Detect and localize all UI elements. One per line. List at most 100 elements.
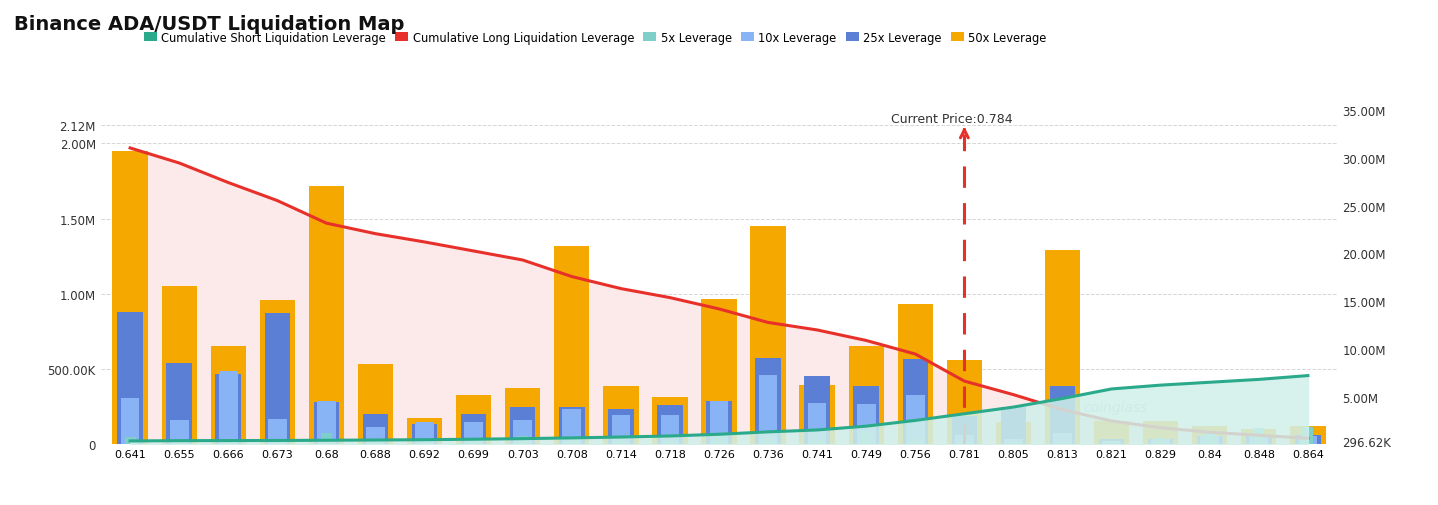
Bar [219,371,237,444]
Bar [848,346,884,444]
Bar [174,442,184,444]
Bar [1247,436,1271,444]
Bar [1205,432,1215,444]
Bar [952,416,978,444]
Bar [370,442,381,444]
Bar [759,375,778,444]
Bar [309,186,344,444]
Bar [903,359,928,444]
Bar [1303,427,1313,444]
Bar [660,415,679,444]
Bar [959,442,969,444]
Bar [407,418,443,444]
Bar [112,152,148,444]
Bar [510,408,535,444]
Bar [615,439,627,444]
Bar [1106,441,1117,444]
Bar [657,406,683,444]
Bar [170,420,188,444]
Bar [464,423,483,444]
Bar [1001,407,1027,444]
Bar [1296,435,1320,444]
Bar [562,409,581,444]
Bar [125,437,135,444]
Text: coinglass: coinglass [1084,400,1148,414]
Bar [906,395,925,444]
Bar [751,227,785,444]
Bar [167,363,191,444]
Bar [1099,439,1125,444]
Bar [460,415,486,444]
Bar [713,436,725,444]
Bar [804,376,830,444]
Bar [603,387,638,444]
Bar [505,388,541,444]
Bar [469,438,479,444]
Bar [910,439,920,444]
Bar [861,434,871,444]
Bar [210,347,246,444]
Bar [456,395,492,444]
Bar [1250,437,1268,444]
Bar [664,441,676,444]
Bar [1057,442,1068,444]
Bar [1008,442,1020,444]
Bar [611,415,630,444]
Bar [313,402,339,444]
Bar [411,424,437,444]
Bar [567,440,577,444]
Bar [161,287,197,444]
Bar [706,401,732,444]
Bar [1192,426,1228,444]
Bar [265,314,290,444]
Bar [762,439,774,444]
Legend: Cumulative Short Liquidation Leverage, Cumulative Long Liquidation Leverage, 5x : Cumulative Short Liquidation Leverage, C… [139,27,1051,49]
Bar [710,401,728,444]
Bar [1053,433,1071,444]
Bar [1148,439,1173,444]
Bar [1152,439,1171,444]
Bar [808,403,827,444]
Bar [267,419,286,444]
Bar [316,401,335,444]
Text: Binance ADA/USDT Liquidation Map: Binance ADA/USDT Liquidation Map [14,15,404,34]
Bar [897,305,933,444]
Bar [1103,441,1122,444]
Text: Current Price:0.784: Current Price:0.784 [890,113,1012,126]
Bar [955,435,974,444]
Bar [1254,429,1264,444]
Bar [1241,429,1277,444]
Bar [260,300,295,444]
Bar [1143,421,1178,444]
Bar [1155,438,1166,444]
Bar [118,312,142,444]
Bar [518,436,528,444]
Bar [321,433,332,444]
Bar [755,358,781,444]
Bar [121,398,139,444]
Bar [416,422,434,444]
Bar [1299,436,1317,444]
Bar [1094,421,1129,444]
Bar [1004,439,1022,444]
Bar [608,409,634,444]
Bar [800,385,835,444]
Bar [946,361,982,444]
Bar [418,439,430,444]
Bar [559,408,584,444]
Bar [854,386,879,444]
Bar [223,441,233,444]
Bar [513,420,532,444]
Bar [216,374,242,444]
Bar [554,246,590,444]
Bar [1045,250,1080,444]
Bar [1201,437,1219,444]
Bar [362,415,388,444]
Bar [811,439,823,444]
Bar [272,443,283,444]
Bar [1290,426,1326,444]
Bar [857,405,876,444]
Bar [367,427,385,444]
Bar [1196,437,1222,444]
Bar [358,364,393,444]
